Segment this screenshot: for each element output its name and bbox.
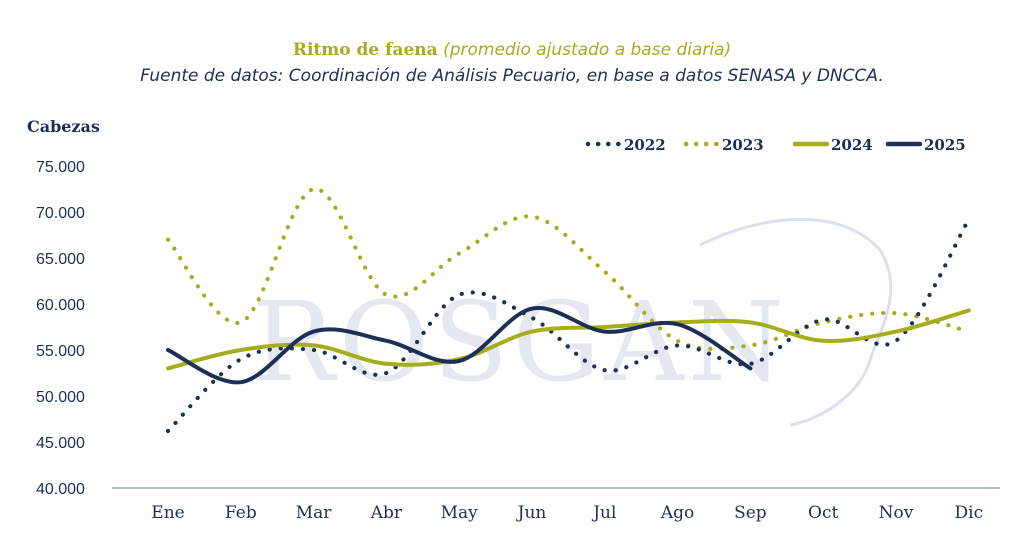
series-2025-point xyxy=(676,323,679,326)
x-tick-label: Sep xyxy=(734,503,767,523)
series-2025-point xyxy=(531,307,534,310)
series-2023-point xyxy=(603,270,606,273)
series-2022-line xyxy=(165,217,971,434)
series-2023-point xyxy=(749,344,752,347)
series-2022-point xyxy=(895,339,898,342)
series-2023-point xyxy=(676,339,679,342)
legend-label-2025: 2025 xyxy=(924,136,966,154)
chart-title-bold: Ritmo de faena xyxy=(292,40,438,60)
legend-label-2023: 2023 xyxy=(722,136,764,154)
x-tick-label: Dic xyxy=(955,503,984,523)
series-2024-point xyxy=(312,344,315,347)
series-2023-point xyxy=(458,252,461,255)
series-2025-point xyxy=(385,339,388,342)
x-tick-label: Oct xyxy=(808,503,838,523)
y-tick-label: 45.000 xyxy=(36,435,85,452)
series-2024-point xyxy=(895,330,898,333)
series-2022-point xyxy=(385,372,388,375)
series-2024-point xyxy=(603,326,606,329)
x-tick-label: Feb xyxy=(225,503,257,523)
y-tick-label: 40.000 xyxy=(36,481,85,498)
y-tick-label: 75.000 xyxy=(36,159,85,176)
x-tick-label: Mar xyxy=(296,503,333,523)
series-2022-point xyxy=(749,362,752,365)
series-2024-point xyxy=(531,330,534,333)
y-tick-label: 65.000 xyxy=(36,251,85,268)
series-2025-point xyxy=(239,381,242,384)
series-2023-point xyxy=(531,215,534,218)
series-2023-point xyxy=(895,312,898,315)
series-2022-point xyxy=(676,344,679,347)
series-2024-point xyxy=(822,339,825,342)
series-2023-line xyxy=(165,186,971,351)
series-2023-point xyxy=(385,293,388,296)
x-tick-label: Ago xyxy=(660,503,694,523)
watermark-bull-outline xyxy=(699,217,893,427)
series-2023-point xyxy=(822,321,825,324)
series-2024-point xyxy=(239,349,242,352)
series-2022-point xyxy=(967,218,970,221)
series-2022-point xyxy=(603,369,606,372)
series-2023-point xyxy=(167,238,170,241)
series-2023-point xyxy=(312,188,315,191)
series-2024-point xyxy=(749,321,752,324)
series-2023-point xyxy=(967,330,970,333)
x-tick-label: May xyxy=(441,503,479,523)
series-2025-point xyxy=(458,360,461,363)
x-tick-label: Nov xyxy=(879,503,914,523)
series-2022-point xyxy=(167,429,170,432)
series-2025-point xyxy=(312,330,315,333)
series-2022-point xyxy=(312,349,315,352)
series-2025-point xyxy=(603,330,606,333)
series-2023-point xyxy=(239,321,242,324)
legend-label-2024: 2024 xyxy=(831,136,873,154)
series-2024-point xyxy=(167,367,170,370)
series-2025-point xyxy=(749,367,752,370)
chart-title: Ritmo de faena (promedio ajustado a base… xyxy=(0,40,1024,60)
series-2024-point xyxy=(967,309,970,312)
series-2024-point xyxy=(385,362,388,365)
x-tick-label: Ene xyxy=(151,503,184,523)
y-tick-label: 70.000 xyxy=(36,205,85,222)
watermark-text: ROSGAN xyxy=(252,278,788,406)
axes: Cabezas 40.000 45.000 50.000 55.000 60.000 65.… xyxy=(27,117,1000,523)
legend-label-2022: 2022 xyxy=(624,136,666,154)
chart-source-note: Fuente de datos: Coordinación de Análisi… xyxy=(140,66,884,86)
y-axis-label: Cabezas xyxy=(27,117,100,136)
legend: 2022 2023 2024 2025 xyxy=(585,136,966,154)
series-2025-point xyxy=(167,349,170,352)
y-tick-label: 60.000 xyxy=(36,297,85,314)
y-tick-label: 50.000 xyxy=(36,389,85,406)
x-tick-label: Jun xyxy=(516,503,547,523)
x-tick-label: Jul xyxy=(591,503,616,523)
series-2022-point xyxy=(458,293,461,296)
series-2022-point xyxy=(822,318,825,321)
series-2022-point xyxy=(239,358,242,361)
watermark: ROSGAN xyxy=(252,217,893,427)
chart-title-subtitle: (promedio ajustado a base diaria) xyxy=(443,40,732,60)
series-2024-line xyxy=(166,308,971,371)
series-2025-line xyxy=(166,305,753,385)
y-tick-label: 55.000 xyxy=(36,343,85,360)
series-layer xyxy=(165,186,971,434)
series-2022-point xyxy=(531,316,534,319)
x-tick-label: Abr xyxy=(370,503,403,523)
